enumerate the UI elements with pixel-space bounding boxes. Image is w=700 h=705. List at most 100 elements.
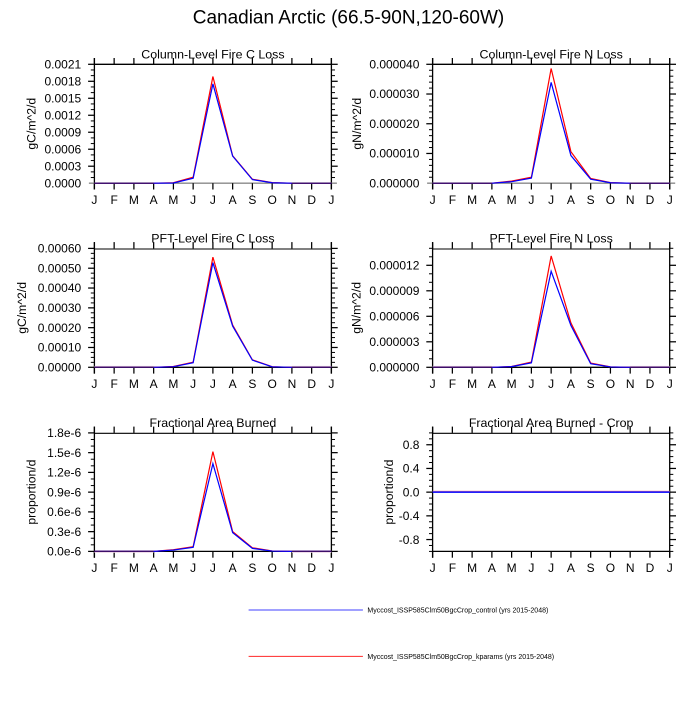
svg-text:A: A <box>229 377 237 391</box>
svg-text:O: O <box>267 561 276 575</box>
svg-text:J: J <box>190 561 196 575</box>
svg-text:J: J <box>667 561 673 575</box>
svg-text:O: O <box>606 377 615 391</box>
svg-text:N: N <box>626 561 635 575</box>
svg-text:S: S <box>587 377 595 391</box>
svg-text:proportion/d: proportion/d <box>25 460 39 525</box>
svg-text:0.00000: 0.00000 <box>38 361 82 375</box>
svg-text:Canadian Arctic (66.5-90N,120-: Canadian Arctic (66.5-90N,120-60W) <box>193 8 505 29</box>
svg-text:J: J <box>210 193 216 207</box>
svg-text:0.0012: 0.0012 <box>44 108 81 122</box>
svg-text:A: A <box>150 377 158 391</box>
svg-text:M: M <box>467 561 477 575</box>
svg-text:0.0006: 0.0006 <box>44 142 81 156</box>
svg-text:A: A <box>229 193 237 207</box>
svg-text:J: J <box>328 561 334 575</box>
svg-text:0.000006: 0.000006 <box>369 310 419 324</box>
svg-text:J: J <box>328 193 334 207</box>
svg-text:J: J <box>548 377 554 391</box>
svg-text:F: F <box>110 561 117 575</box>
svg-text:S: S <box>248 561 256 575</box>
svg-text:M: M <box>129 377 139 391</box>
svg-text:Myccost_ISSP585Clm50BgcCrop_co: Myccost_ISSP585Clm50BgcCrop_control (yrs… <box>367 607 548 614</box>
svg-text:M: M <box>467 193 477 207</box>
svg-text:0.000020: 0.000020 <box>369 117 419 131</box>
svg-text:M: M <box>168 561 178 575</box>
svg-text:J: J <box>91 377 97 391</box>
svg-text:J: J <box>528 193 534 207</box>
svg-text:Column-Level Fire C Loss: Column-Level Fire C Loss <box>141 48 284 62</box>
svg-text:O: O <box>267 377 276 391</box>
svg-text:0.000000: 0.000000 <box>369 176 419 190</box>
svg-text:J: J <box>430 193 436 207</box>
svg-text:N: N <box>288 193 297 207</box>
svg-text:N: N <box>626 193 635 207</box>
svg-text:D: D <box>307 377 316 391</box>
svg-text:M: M <box>129 193 139 207</box>
svg-text:0.000010: 0.000010 <box>369 147 419 161</box>
svg-text:-0.8: -0.8 <box>399 533 420 547</box>
svg-text:0.6e-6: 0.6e-6 <box>47 505 81 519</box>
svg-text:0.000030: 0.000030 <box>369 87 419 101</box>
svg-text:0.000012: 0.000012 <box>369 259 419 273</box>
svg-text:J: J <box>548 561 554 575</box>
svg-text:F: F <box>449 377 456 391</box>
svg-text:S: S <box>248 193 256 207</box>
svg-text:A: A <box>567 561 575 575</box>
svg-text:Fractional Area Burned - Crop: Fractional Area Burned - Crop <box>469 416 634 430</box>
svg-text:0.0021: 0.0021 <box>44 58 81 72</box>
svg-text:M: M <box>129 561 139 575</box>
svg-text:0.00050: 0.00050 <box>38 261 82 275</box>
svg-text:0.00060: 0.00060 <box>38 242 82 256</box>
svg-text:A: A <box>488 561 496 575</box>
svg-text:O: O <box>267 193 276 207</box>
svg-text:A: A <box>150 561 158 575</box>
svg-text:0.3e-6: 0.3e-6 <box>47 525 81 539</box>
svg-text:S: S <box>587 561 595 575</box>
svg-text:F: F <box>110 377 117 391</box>
svg-text:J: J <box>548 193 554 207</box>
svg-text:Fractional Area Burned: Fractional Area Burned <box>150 416 277 430</box>
svg-text:gC/m^2/d: gC/m^2/d <box>15 282 29 334</box>
svg-text:J: J <box>190 377 196 391</box>
svg-text:A: A <box>229 561 237 575</box>
svg-text:J: J <box>190 193 196 207</box>
svg-text:M: M <box>168 193 178 207</box>
svg-text:J: J <box>528 561 534 575</box>
svg-text:F: F <box>110 193 117 207</box>
svg-text:gN/m^2/d: gN/m^2/d <box>350 282 364 334</box>
svg-text:J: J <box>528 377 534 391</box>
svg-text:0.0: 0.0 <box>403 485 420 499</box>
svg-text:proportion/d: proportion/d <box>382 460 396 525</box>
svg-text:1.8e-6: 1.8e-6 <box>47 426 81 440</box>
svg-text:M: M <box>507 561 517 575</box>
svg-text:0.0003: 0.0003 <box>44 159 81 173</box>
svg-text:A: A <box>567 377 575 391</box>
svg-text:J: J <box>210 561 216 575</box>
svg-text:O: O <box>606 561 615 575</box>
svg-text:M: M <box>507 377 517 391</box>
svg-text:0.000040: 0.000040 <box>369 58 419 72</box>
svg-text:D: D <box>307 193 316 207</box>
svg-text:gC/m^2/d: gC/m^2/d <box>25 98 39 150</box>
svg-text:Column-Level Fire N Loss: Column-Level Fire N Loss <box>480 48 623 62</box>
svg-text:N: N <box>288 561 297 575</box>
svg-text:D: D <box>307 561 316 575</box>
svg-text:-0.4: -0.4 <box>399 509 420 523</box>
svg-text:D: D <box>646 377 655 391</box>
svg-text:N: N <box>626 377 635 391</box>
svg-text:1.5e-6: 1.5e-6 <box>47 446 81 460</box>
svg-text:J: J <box>430 561 436 575</box>
svg-text:0.9e-6: 0.9e-6 <box>47 485 81 499</box>
svg-text:M: M <box>168 377 178 391</box>
svg-text:N: N <box>288 377 297 391</box>
svg-text:M: M <box>467 377 477 391</box>
svg-text:PFT-Level Fire N Loss: PFT-Level Fire N Loss <box>490 232 613 246</box>
svg-text:0.8: 0.8 <box>403 438 420 452</box>
svg-text:gN/m^2/d: gN/m^2/d <box>350 98 364 150</box>
svg-text:0.00030: 0.00030 <box>38 301 82 315</box>
svg-text:D: D <box>646 561 655 575</box>
svg-text:A: A <box>150 193 158 207</box>
svg-text:F: F <box>449 193 456 207</box>
svg-text:0.00040: 0.00040 <box>38 281 82 295</box>
